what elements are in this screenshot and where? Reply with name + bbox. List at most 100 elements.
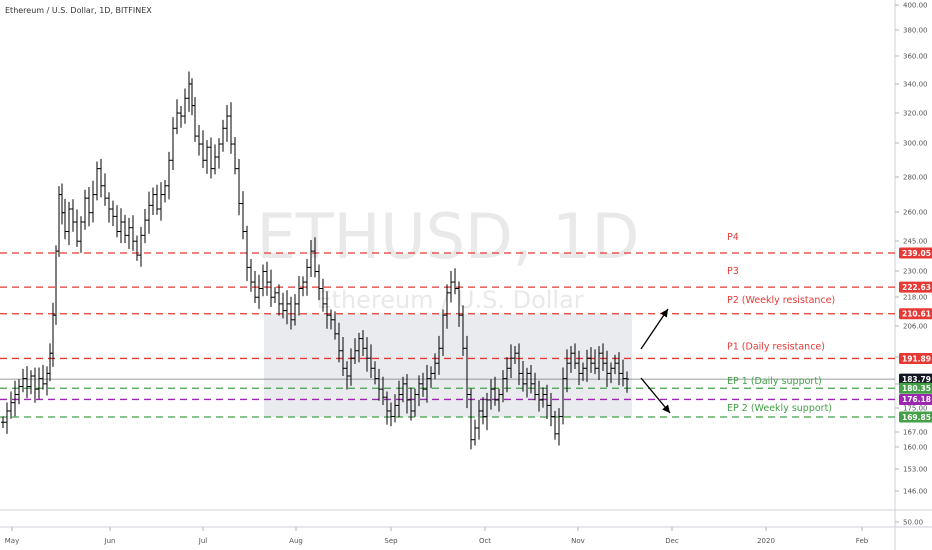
ohlc-bar: [453, 268, 457, 295]
ohlc-bar: [329, 309, 333, 330]
y-tick-label: 160.00: [903, 444, 928, 452]
ohlc-bar: [48, 343, 52, 382]
ohlc-bar: [277, 284, 281, 316]
price-badge-label: 239.05: [902, 249, 931, 258]
price-badge: 222.63: [899, 281, 932, 293]
x-tick-label: Aug: [289, 537, 303, 545]
ohlc-bar: [469, 388, 473, 450]
level-label: P1 (Daily resistance): [727, 341, 825, 352]
ohlc-bar: [465, 335, 469, 409]
ohlc-bar: [225, 104, 229, 142]
ohlc-bar: [489, 379, 493, 410]
ohlc-bar: [545, 384, 549, 420]
ohlc-bar: [441, 309, 445, 357]
ohlc-bar: [365, 337, 369, 372]
ohlc-bar: [369, 344, 373, 378]
price-badge-label: 176.18: [902, 395, 931, 404]
y-tick-label: 230.00: [903, 268, 928, 276]
ohlc-bar: [509, 344, 513, 378]
ohlc-bar: [417, 375, 421, 407]
ohlc-bar: [449, 270, 453, 303]
ohlc-bar: [457, 281, 461, 327]
ohlc-bar: [209, 137, 213, 179]
ohlc-bar: [257, 274, 261, 309]
price-badge-bg: [899, 393, 932, 405]
y-tick-label: 400.00: [903, 2, 928, 10]
ohlc-bar: [625, 371, 629, 393]
ohlc-bar: [373, 361, 377, 385]
ohlc-bar: [549, 392, 553, 427]
chart-title: Ethereum / U.S. Dollar, 1D, BITFINEX: [5, 6, 152, 15]
ohlc-bar: [99, 158, 103, 198]
ohlc-bar: [309, 239, 313, 278]
ohlc-bar: [377, 368, 381, 401]
ohlc-bar: [190, 78, 194, 116]
ohlc-bar: [313, 237, 317, 278]
ohlc-bar: [33, 367, 37, 403]
price-badge-bg: [899, 382, 932, 394]
x-tick-label: Nov: [571, 537, 585, 545]
time-axis[interactable]: May Jun Jul Aug Sep Oct Nov Dec 2020 Feb: [5, 527, 869, 545]
y-tick-label: 167.00: [903, 429, 928, 437]
y-tick-label: 245.00: [903, 238, 928, 246]
x-tick-label: Sep: [384, 537, 398, 545]
ohlc-bar: [297, 276, 301, 316]
ohlc-bar: [385, 391, 389, 425]
ohlc-bar: [405, 374, 409, 414]
ohlc-bar: [1, 416, 5, 429]
ohlc-bar: [485, 392, 489, 431]
y-tick-label: 300.00: [903, 140, 928, 148]
ohlc-bar: [155, 184, 159, 215]
ohlc-bar: [91, 180, 95, 223]
ohlc-bar: [593, 349, 597, 375]
ohlc-bar: [341, 336, 345, 377]
price-badge-label: 222.63: [902, 283, 931, 292]
x-tick-label: 2020: [757, 537, 775, 545]
x-tick-label: May: [5, 537, 19, 545]
ohlc-bar: [87, 187, 91, 227]
ohlc-bar: [533, 372, 537, 401]
ohlc-bar: [393, 394, 397, 423]
ohlc-bar: [389, 402, 393, 427]
ohlc-bar: [183, 88, 187, 124]
ohlc-bar: [197, 124, 201, 156]
ohlc-bar: [561, 367, 565, 425]
ohlc-bar: [205, 140, 209, 174]
price-badge: 210.61: [899, 308, 932, 320]
ohlc-bar: [321, 278, 325, 312]
ohlc-bar: [349, 348, 353, 386]
ohlc-bar: [493, 376, 497, 406]
price-badge: 176.18: [899, 393, 932, 405]
price-zone: [264, 313, 632, 417]
ohlc-bar: [187, 71, 191, 112]
level-label: P4: [727, 232, 739, 243]
ohlc-bar: [317, 264, 321, 301]
ohlc-bar: [139, 226, 143, 267]
ohlc-bar: [357, 332, 361, 363]
ohlc-bar: [521, 360, 525, 392]
ohlc-bar: [513, 346, 517, 364]
ohlc-bar: [577, 350, 581, 386]
ohlc-bar: [79, 216, 83, 253]
price-axis[interactable]: 400.00 380.00 360.00 340.00 320.00 300.00 280.…: [895, 2, 928, 527]
ohlc-bar: [131, 215, 135, 251]
ohlc-bar: [71, 199, 75, 232]
ohlc-bar: [481, 397, 485, 425]
ohlc-bar: [261, 264, 265, 297]
ohlc-bar: [237, 158, 241, 216]
ohlc-bar: [95, 161, 99, 201]
ohlc-bar: [461, 305, 465, 357]
ohlc-bar: [285, 290, 289, 325]
ohlc-bar: [103, 173, 107, 206]
ohlc-bar: [63, 198, 67, 240]
y-tick-label: 153.00: [903, 466, 928, 474]
price-badge: 169.85: [899, 411, 932, 423]
ohlc-bar: [421, 372, 425, 397]
ohlc-bar: [193, 97, 197, 142]
ohlc-bar: [305, 258, 309, 296]
level-label: EP 1 (Daily support): [727, 376, 822, 387]
ohlc-bar: [221, 119, 225, 152]
ohlc-bar: [333, 311, 337, 340]
